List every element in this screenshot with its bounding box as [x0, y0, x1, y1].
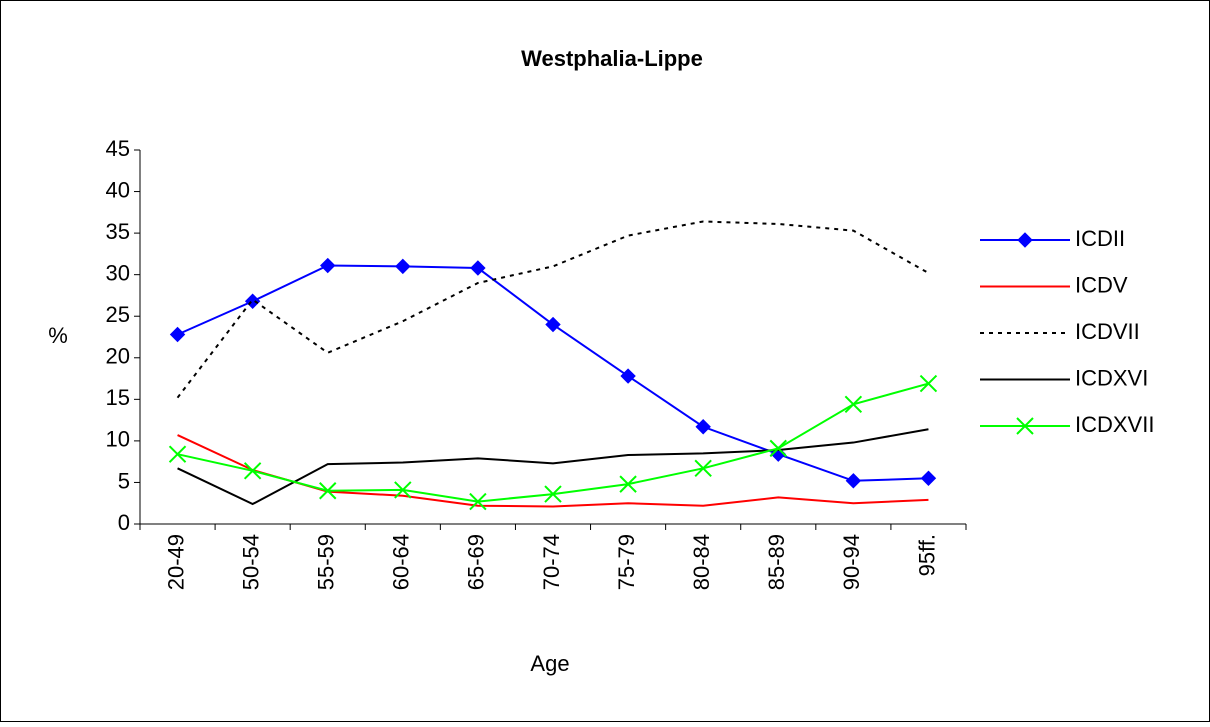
y-tick-label: 40 [106, 177, 130, 202]
legend-label: ICDVII [1075, 319, 1140, 344]
x-tick-label: 95ff. [914, 534, 939, 576]
data-point [844, 395, 863, 414]
legend-label: ICDII [1075, 226, 1125, 251]
y-tick-label: 30 [106, 260, 130, 285]
data-point [243, 462, 262, 480]
data-point [769, 439, 787, 458]
data-point [620, 368, 636, 384]
x-tick-label: 55-59 [314, 534, 339, 590]
chart-title: Westphalia-Lippe [521, 46, 703, 71]
data-point [544, 485, 562, 503]
data-point [845, 473, 862, 489]
x-tick-label: 90-94 [839, 534, 864, 590]
x-tick-label: 70-74 [539, 534, 564, 590]
data-point [919, 374, 938, 393]
x-axis-label: Age [530, 651, 569, 676]
data-point [319, 482, 337, 500]
x-tick-label: 65-69 [464, 534, 489, 590]
data-point [920, 470, 937, 486]
legend-marker [1016, 417, 1034, 435]
data-point [545, 316, 561, 333]
data-point [169, 326, 186, 343]
data-point [470, 260, 486, 276]
data-point [168, 445, 187, 463]
y-tick-label: 25 [106, 302, 130, 327]
legend-label: ICDV [1075, 272, 1128, 297]
x-tick-label: 80-84 [689, 534, 714, 590]
data-point [695, 419, 711, 435]
y-tick-label: 5 [118, 468, 130, 493]
data-point [320, 257, 336, 274]
x-tick-label: 50-54 [238, 534, 263, 590]
legend-label: ICDXVI [1075, 365, 1148, 390]
y-tick-label: 35 [106, 219, 130, 244]
data-point [469, 492, 487, 511]
data-point [694, 459, 712, 478]
legend-label: ICDXVII [1075, 412, 1154, 437]
x-tick-label: 60-64 [389, 534, 414, 590]
data-point [395, 258, 411, 275]
x-tick-label: 85-89 [764, 534, 789, 590]
y-tick-label: 45 [106, 136, 130, 161]
x-tick-label: 20-49 [163, 534, 188, 590]
series-line [177, 428, 929, 506]
x-tick-label: 75-79 [614, 534, 639, 590]
data-point [394, 481, 412, 499]
y-tick-label: 15 [106, 385, 130, 410]
data-point [244, 293, 261, 309]
y-tick-label: 10 [106, 427, 130, 452]
y-tick-label: 20 [106, 344, 130, 369]
y-tick-label: 0 [118, 510, 130, 535]
legend-marker [1017, 232, 1033, 248]
y-axis-label: % [48, 323, 68, 348]
data-point [619, 475, 637, 493]
